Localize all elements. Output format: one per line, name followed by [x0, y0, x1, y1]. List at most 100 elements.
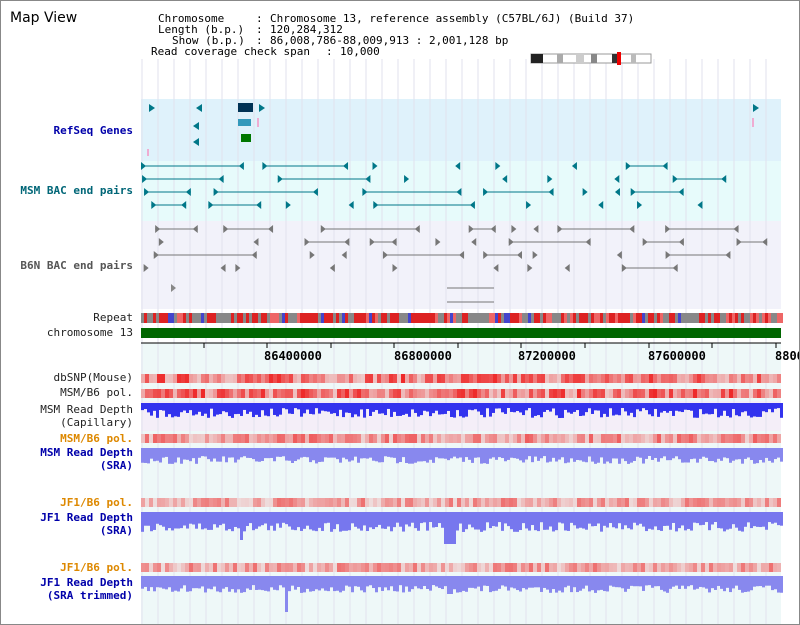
polymorphism-cell — [569, 374, 573, 383]
polymorphism-cell — [565, 563, 569, 572]
read-depth-bar — [762, 512, 765, 527]
read-depth-bar — [537, 576, 540, 588]
read-depth-bar — [648, 403, 651, 415]
read-depth-bar — [663, 448, 666, 457]
ideogram-band — [591, 54, 597, 63]
read-depth-bar — [390, 576, 393, 587]
read-depth-bar — [660, 576, 663, 590]
read-depth-bar — [621, 512, 624, 530]
read-depth-bar — [459, 448, 462, 458]
polymorphism-cell — [341, 434, 345, 443]
read-depth-bar — [672, 403, 675, 416]
polymorphism-cell — [309, 498, 313, 507]
repeat-segment — [708, 313, 711, 323]
read-depth-bar — [333, 403, 336, 414]
polymorphism-cell — [465, 434, 469, 443]
ideogram-position-marker — [617, 52, 621, 65]
read-depth-bar — [513, 576, 516, 589]
polymorphism-cell — [773, 434, 777, 443]
read-depth-bar — [234, 576, 237, 593]
b6n-bac-track-bg — [141, 221, 781, 309]
read-depth-bar — [507, 403, 510, 409]
read-depth-bar — [216, 576, 219, 592]
read-depth-bar — [528, 576, 531, 588]
repeat-segment — [588, 313, 591, 323]
polymorphism-cell — [613, 498, 617, 507]
polymorphism-cell — [741, 434, 745, 443]
read-depth-bar — [174, 448, 177, 463]
polymorphism-cell — [713, 498, 717, 507]
repeat-segment — [765, 313, 768, 323]
read-depth-bar — [276, 403, 279, 417]
polymorphism-cell — [769, 389, 773, 398]
read-depth-bar — [645, 512, 648, 532]
polymorphism-cell — [277, 389, 281, 398]
repeat-segment — [510, 313, 513, 323]
read-depth-bar — [687, 512, 690, 529]
polymorphism-cell — [165, 434, 169, 443]
bac-end-marker — [185, 188, 191, 196]
read-depth-bar — [687, 403, 690, 410]
read-depth-bar — [501, 576, 504, 586]
polymorphism-cell — [201, 389, 205, 398]
polymorphism-cell — [553, 374, 557, 383]
read-depth-bar — [444, 403, 447, 414]
read-depth-bar — [300, 403, 303, 417]
track-label-refseq[interactable]: RefSeq Genes — [53, 124, 133, 137]
repeat-segment — [327, 313, 330, 323]
read-depth-bar — [447, 512, 450, 544]
polymorphism-cell — [741, 389, 745, 398]
read-depth-bar — [375, 512, 378, 528]
polymorphism-cell — [457, 374, 461, 383]
polymorphism-cell — [709, 374, 713, 383]
read-depth-bar — [435, 512, 438, 527]
track-label-b6n-bac[interactable]: B6N BAC end pairs — [20, 259, 133, 272]
read-depth-bar — [456, 448, 459, 459]
axis-tick-label: 86800000 — [394, 349, 452, 363]
polymorphism-cell — [161, 374, 165, 383]
polymorphism-cell — [465, 563, 469, 572]
repeat-segment — [501, 313, 504, 323]
read-depth-bar — [447, 403, 450, 411]
bac-end-marker — [511, 225, 517, 233]
polymorphism-cell — [745, 389, 749, 398]
polymorphism-cell — [365, 434, 369, 443]
polymorphism-cell — [541, 389, 545, 398]
polymorphism-cell — [425, 374, 429, 383]
read-depth-bar — [726, 512, 729, 530]
polymorphism-cell — [765, 563, 769, 572]
polymorphism-cell — [665, 563, 669, 572]
read-depth-bar — [705, 576, 708, 589]
read-depth-bar — [744, 403, 747, 412]
track-label-msm-bac[interactable]: MSM BAC end pairs — [20, 184, 133, 197]
read-depth-bar — [552, 512, 555, 532]
read-depth-bar — [249, 512, 252, 524]
repeat-segment — [489, 313, 492, 323]
polymorphism-cell — [633, 389, 637, 398]
polymorphism-cell — [585, 434, 589, 443]
polymorphism-cell — [381, 498, 385, 507]
polymorphism-cell — [565, 498, 569, 507]
polymorphism-cell — [589, 434, 593, 443]
read-depth-bar — [363, 512, 366, 526]
read-depth-bar — [330, 403, 333, 414]
read-depth-bar — [531, 512, 534, 526]
polymorphism-cell — [537, 563, 541, 572]
polymorphism-cell — [497, 434, 501, 443]
read-depth-bar — [243, 403, 246, 410]
repeat-segment — [612, 313, 615, 323]
polymorphism-cell — [317, 374, 321, 383]
polymorphism-cell — [581, 563, 585, 572]
read-depth-bar — [519, 512, 522, 531]
repeat-segment — [228, 313, 231, 323]
read-depth-bar — [780, 403, 783, 418]
repeat-segment — [600, 313, 603, 323]
polymorphism-cell — [437, 563, 441, 572]
polymorphism-cell — [557, 434, 561, 443]
polymorphism-cell — [693, 434, 697, 443]
polymorphism-cell — [241, 498, 245, 507]
read-depth-bar — [744, 448, 747, 459]
polymorphism-cell — [177, 374, 181, 383]
read-depth-bar — [141, 448, 144, 463]
repeat-segment — [657, 313, 660, 323]
